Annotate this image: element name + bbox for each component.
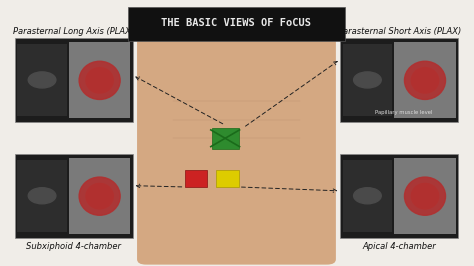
Ellipse shape bbox=[92, 73, 107, 87]
Bar bbox=[18, 44, 67, 116]
Text: Apical 4-chamber: Apical 4-chamber bbox=[362, 242, 436, 251]
Ellipse shape bbox=[411, 68, 438, 93]
Circle shape bbox=[28, 188, 56, 204]
Text: Papillary muscle level: Papillary muscle level bbox=[375, 110, 433, 115]
Ellipse shape bbox=[404, 177, 446, 215]
Bar bbox=[394, 43, 456, 118]
Circle shape bbox=[28, 72, 56, 88]
Text: THE BASIC VIEWS OF FoCUS: THE BASIC VIEWS OF FoCUS bbox=[162, 18, 311, 28]
Ellipse shape bbox=[404, 61, 446, 99]
Ellipse shape bbox=[86, 184, 113, 209]
Text: Parasternal Long Axis (PLAX): Parasternal Long Axis (PLAX) bbox=[13, 27, 134, 36]
Bar bbox=[69, 43, 130, 118]
Ellipse shape bbox=[86, 68, 113, 93]
FancyBboxPatch shape bbox=[137, 12, 336, 265]
Text: Subxiphoid 4-chamber: Subxiphoid 4-chamber bbox=[26, 242, 121, 251]
Bar bbox=[15, 154, 133, 238]
Circle shape bbox=[354, 188, 381, 204]
Ellipse shape bbox=[418, 189, 432, 203]
Bar bbox=[184, 170, 207, 187]
Bar bbox=[18, 160, 67, 231]
Bar bbox=[343, 160, 392, 231]
Bar bbox=[340, 38, 458, 122]
Bar bbox=[211, 128, 239, 149]
Text: Parasternal Short Axis (PLAX): Parasternal Short Axis (PLAX) bbox=[337, 27, 461, 36]
Bar bbox=[343, 44, 392, 116]
Bar bbox=[15, 38, 133, 122]
Ellipse shape bbox=[79, 177, 120, 215]
Bar bbox=[69, 158, 130, 234]
Ellipse shape bbox=[418, 73, 432, 87]
Bar bbox=[340, 154, 458, 238]
Circle shape bbox=[354, 72, 381, 88]
Bar bbox=[394, 158, 456, 234]
Ellipse shape bbox=[92, 189, 107, 203]
FancyBboxPatch shape bbox=[128, 7, 345, 41]
Bar bbox=[216, 170, 239, 187]
Ellipse shape bbox=[79, 61, 120, 99]
Ellipse shape bbox=[411, 184, 438, 209]
